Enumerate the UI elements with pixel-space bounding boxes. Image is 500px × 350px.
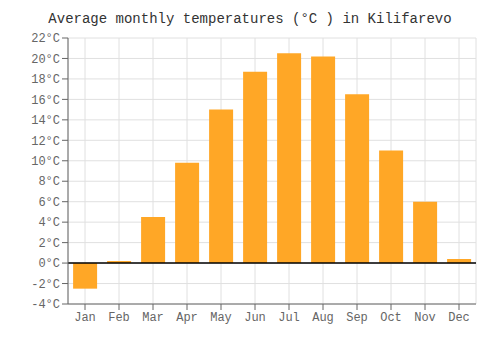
svg-text:6°C: 6°C	[38, 196, 60, 210]
svg-text:20°C: 20°C	[31, 53, 60, 67]
svg-text:Jan: Jan	[74, 311, 96, 325]
svg-text:Dec: Dec	[448, 311, 470, 325]
svg-text:22°C: 22°C	[31, 32, 60, 46]
svg-text:Nov: Nov	[414, 311, 436, 325]
svg-text:-4°C: -4°C	[31, 298, 60, 312]
svg-text:4°C: 4°C	[38, 216, 60, 230]
svg-text:16°C: 16°C	[31, 94, 60, 108]
svg-text:-2°C: -2°C	[31, 278, 60, 292]
html-text:Average monthly temperatures (: Average monthly temperatures (°C ) in Ki…	[48, 11, 452, 27]
svg-text:Oct: Oct	[380, 311, 402, 325]
svg-text:May: May	[210, 311, 232, 325]
svg-text:2°C: 2°C	[38, 237, 60, 251]
svg-text:14°C: 14°C	[31, 114, 60, 128]
svg-text:Apr: Apr	[176, 311, 198, 325]
svg-text:12°C: 12°C	[31, 135, 60, 149]
svg-text:0°C: 0°C	[38, 257, 60, 271]
svg-text:Jul: Jul	[278, 311, 300, 325]
svg-text:10°C: 10°C	[31, 155, 60, 169]
svg-text:Feb: Feb	[108, 311, 130, 325]
svg-text:Aug: Aug	[312, 311, 334, 325]
svg-text:Sep: Sep	[346, 311, 368, 325]
svg-text:Jun: Jun	[244, 311, 266, 325]
svg-text:Mar: Mar	[142, 311, 164, 325]
svg-text:18°C: 18°C	[31, 73, 60, 87]
svg-text:8°C: 8°C	[38, 175, 60, 189]
